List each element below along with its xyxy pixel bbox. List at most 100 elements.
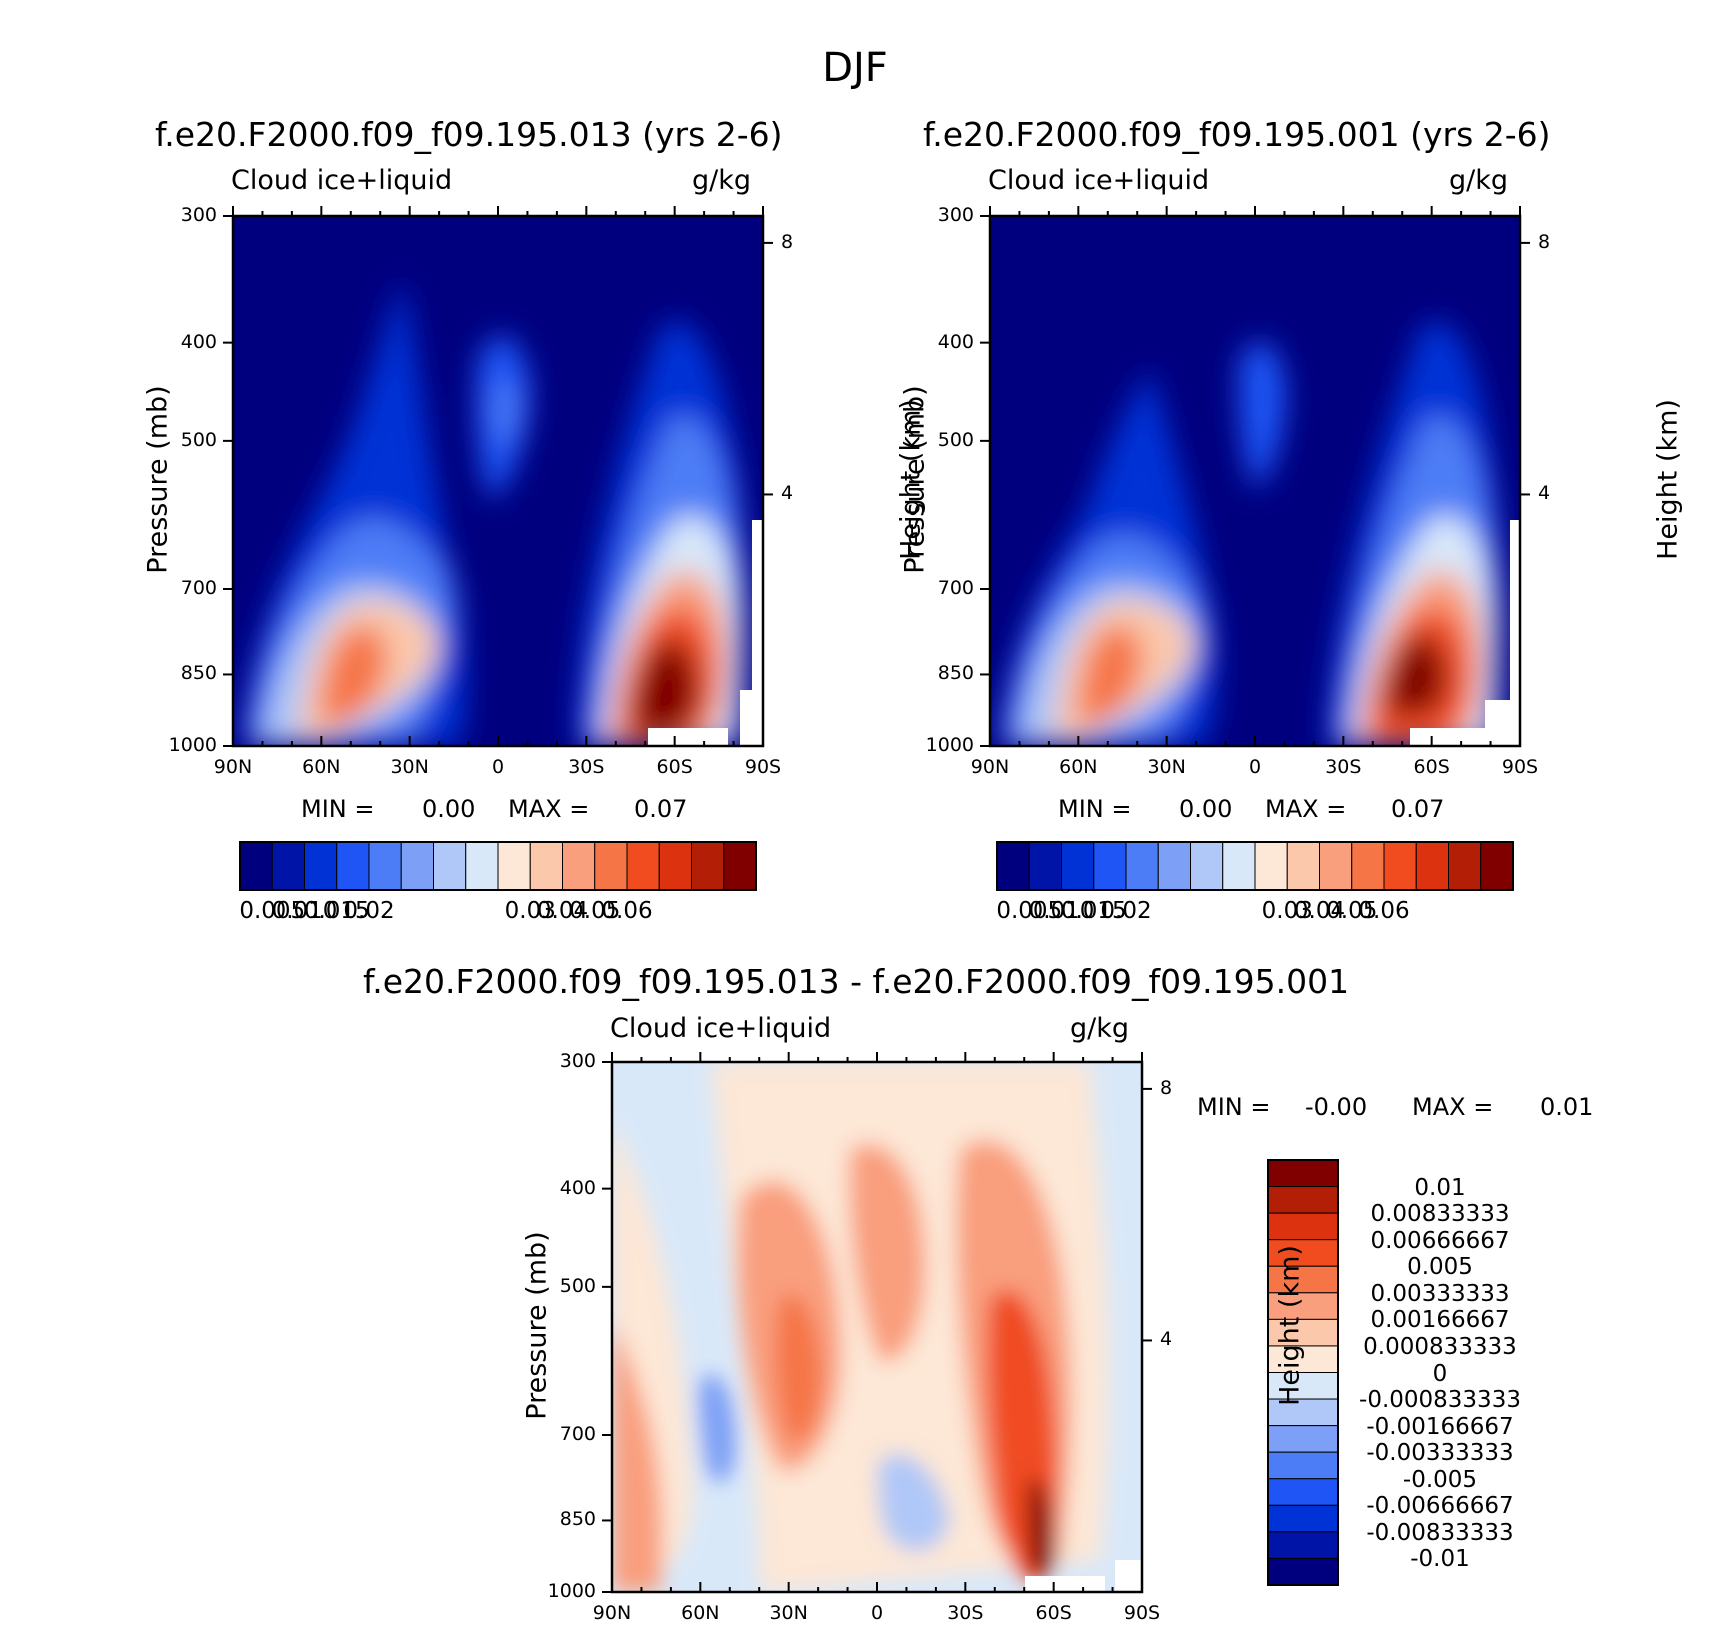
panel2-axes [980, 206, 1530, 748]
panel3-lat-tick-label: 90S [1123, 1602, 1161, 1624]
colorbar-swatch [1267, 1504, 1339, 1533]
panel1-units-label: g/kg [692, 165, 752, 196]
panel3-pressure-tick-label: 500 [559, 1274, 596, 1297]
colorbar-swatch [1157, 841, 1191, 891]
colorbar-frame [1267, 1159, 1339, 1586]
colorbar-swatch [594, 841, 628, 891]
figure-title: DJF [822, 45, 888, 91]
colorbar-swatch [1028, 841, 1062, 891]
panel3-axes [602, 1052, 1152, 1594]
panel3-min-value: -0.00 [1305, 1093, 1368, 1121]
colorbar-panel2-label: 0.010 [1028, 898, 1095, 924]
colorbar-swatch [1267, 1372, 1339, 1400]
colorbar-swatch [1125, 841, 1159, 891]
panel1-lat-tick-label: 60N [302, 756, 341, 778]
colorbar-swatch [1267, 1159, 1339, 1188]
colorbar-swatch [1267, 1186, 1339, 1214]
panel3-lat-tick-label: 0 [870, 1602, 884, 1624]
colorbar-panel3 [1267, 1159, 1339, 1586]
panel2-max-label: MAX = [1265, 795, 1347, 823]
colorbar-panel3-label: 0.01 [1414, 1174, 1466, 1201]
panel2-max-value: 0.07 [1391, 795, 1445, 823]
panel2-ylabel: Pressure (mb) [899, 385, 931, 574]
panel3-pressure-tick-label: 1000 [547, 1580, 596, 1602]
colorbar-swatch [433, 841, 467, 891]
colorbar-swatch [497, 841, 531, 891]
panel1-pressure-tick-label: 300 [180, 204, 217, 226]
panel2-lat-tick-label: 60N [1059, 756, 1098, 778]
colorbar-swatch [1415, 841, 1449, 891]
colorbar-panel3-label: -0.005 [1402, 1466, 1478, 1493]
colorbar-panel3-label: 0.00666667 [1370, 1227, 1510, 1254]
colorbar-panel3-label: -0.00833333 [1366, 1519, 1514, 1546]
panel2-pressure-tick-label: 700 [937, 576, 974, 599]
panel2-pressure-tick-label: 400 [937, 330, 974, 353]
panel3-ylabel: Pressure (mb) [521, 1231, 553, 1420]
colorbar-swatch [1222, 841, 1256, 891]
colorbar-panel1-label: 0.03 [504, 898, 556, 924]
colorbar-swatch [1267, 1239, 1339, 1267]
panel2-lat-tick-label: 60S [1413, 756, 1450, 778]
panel3-min-label: MIN = [1197, 1093, 1271, 1121]
colorbar-swatch [691, 841, 725, 891]
colorbar-panel1-label: 0.05 [569, 898, 621, 924]
colorbar-panel3-label: 0.00333333 [1370, 1280, 1510, 1307]
colorbar-panel1-label: 0.06 [601, 898, 653, 924]
colorbar-swatch [626, 841, 660, 891]
panel3-field [612, 1062, 1142, 1592]
panel1-title: f.e20.F2000.f09_f09.195.013 (yrs 2-6) [155, 115, 783, 154]
panel1-max-label: MAX = [508, 795, 590, 823]
panel1-field [233, 216, 763, 746]
colorbar-swatch [1061, 841, 1095, 891]
colorbar-swatch [658, 841, 692, 891]
panel1-lat-tick-label: 30N [390, 756, 429, 778]
panel1-height-tick-label: 4 [781, 482, 794, 505]
panel1-axes [223, 206, 773, 748]
colorbar-panel3-label: 0.000833333 [1363, 1333, 1517, 1360]
colorbar-swatch [368, 841, 402, 891]
colorbar-swatch [1267, 1557, 1339, 1586]
panel2-lat-tick-label: 30N [1147, 756, 1186, 778]
panel3-lat-tick-label: 30N [769, 1602, 808, 1624]
panel2-min-value: 0.00 [1179, 795, 1233, 823]
panel3-units-label: g/kg [1070, 1013, 1130, 1044]
panel1-lat-tick-label: 90S [744, 756, 782, 778]
panel3-pressure-tick-label: 400 [559, 1176, 596, 1199]
panel1-pressure-tick-label: 850 [180, 662, 217, 685]
colorbar-swatch [1351, 841, 1385, 891]
colorbar-panel1-label: 0.005 [239, 898, 306, 924]
colorbar-panel3-label: -0.00666667 [1366, 1493, 1514, 1520]
panel3-variable-label: Cloud ice+liquid [610, 1013, 832, 1044]
panel2-lat-tick-label: 0 [1248, 756, 1262, 778]
colorbar-panel2-label: 0.05 [1326, 898, 1378, 924]
panel1-pressure-tick-label: 500 [180, 428, 217, 451]
panel3-y2label: Height (km) [1274, 1245, 1306, 1406]
panel1-pressure-tick-label: 1000 [168, 734, 217, 756]
colorbar-swatch [996, 841, 1030, 891]
colorbar-panel1-label: 0.04 [536, 898, 589, 924]
panel2-pressure-tick-label: 300 [937, 204, 974, 226]
panel3-pressure-tick-label: 700 [559, 1422, 596, 1445]
panel1-lat-tick-label: 0 [491, 756, 505, 778]
colorbar-swatch [1267, 1451, 1339, 1480]
panel2-height-tick-label: 8 [1538, 230, 1551, 253]
panel3-lat-tick-label: 60N [681, 1602, 720, 1624]
colorbar-swatch [723, 841, 757, 891]
colorbar-swatch [1448, 841, 1482, 891]
colorbar-swatch [271, 841, 305, 891]
colorbar-panel3-label: 0.00166667 [1370, 1307, 1510, 1334]
colorbar-panel1-label: 0.015 [303, 898, 370, 924]
colorbar-swatch [1267, 1318, 1339, 1347]
panel3-pressure-tick-label: 300 [559, 1050, 596, 1072]
panel1-min-label: MIN = [301, 795, 375, 823]
panel1-height-tick-label: 8 [781, 230, 794, 253]
colorbar-panel2-label: 0.02 [1100, 898, 1152, 924]
panel3-lat-tick-label: 90N [592, 1602, 632, 1624]
panel1-min-value: 0.00 [422, 795, 476, 823]
colorbar-swatch [529, 841, 563, 891]
panel2-height-tick-label: 4 [1538, 482, 1551, 505]
colorbar-panel1 [239, 841, 757, 891]
panel2-variable-label: Cloud ice+liquid [988, 165, 1210, 196]
panel2-y2label: Height (km) [1652, 399, 1684, 560]
